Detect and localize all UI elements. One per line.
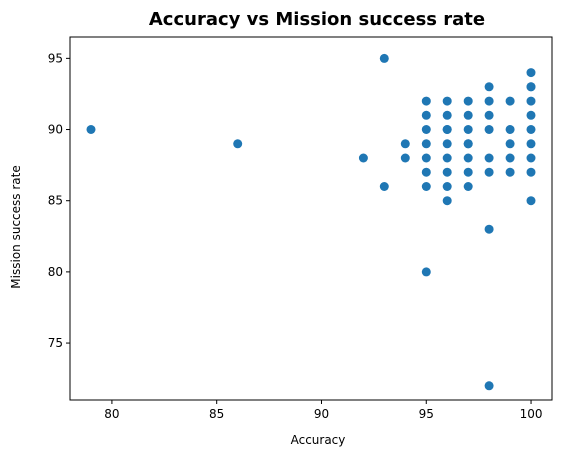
y-tick-label: 75 [48,336,63,350]
scatter-point [484,153,494,163]
y-tick-label: 85 [48,194,63,208]
plot-area [86,53,536,391]
scatter-point [233,139,243,149]
scatter-point [505,167,515,177]
scatter-point [442,110,452,120]
scatter-point [526,125,536,134]
scatter-point [442,139,452,149]
scatter-point [442,96,452,106]
x-tick-label: 80 [104,407,119,421]
scatter-point [379,53,389,63]
chart-title: Accuracy vs Mission success rate [149,9,485,30]
x-tick-label: 95 [419,407,434,421]
scatter-point [421,153,431,163]
x-tick-label: 90 [314,407,329,421]
scatter-point [484,381,494,391]
y-tick-label: 80 [48,265,63,279]
scatter-point [421,167,431,177]
scatter-point [463,125,473,134]
scatter-point [526,82,536,92]
scatter-point [400,153,410,163]
scatter-point [421,125,431,134]
y-axis: 75 80 85 90 95 [48,51,70,350]
scatter-point [463,182,473,191]
scatter-point [484,125,494,134]
scatter-point [442,196,452,206]
scatter-point [526,110,536,120]
scatter-point [463,96,473,106]
scatter-point [526,139,536,149]
scatter-point [505,139,515,149]
x-axis: 80 85 90 95 100 [104,400,542,421]
scatter-point [463,167,473,177]
scatter-point [526,153,536,163]
scatter-point [442,182,452,191]
x-axis-label: Accuracy [291,433,346,447]
scatter-point [484,110,494,120]
y-axis-label: Mission success rate [9,165,23,288]
scatter-point [505,125,515,134]
y-tick-label: 95 [48,51,63,65]
scatter-point [463,139,473,149]
scatter-point [400,139,410,149]
scatter-point [379,182,389,191]
x-tick-label: 85 [209,407,224,421]
scatter-point [526,196,536,206]
scatter-point [421,110,431,120]
scatter-point [442,167,452,177]
scatter-point [484,82,494,92]
scatter-point [421,267,431,277]
scatter-point [526,96,536,106]
plot-frame [69,36,553,401]
scatter-point [484,224,494,234]
scatter-point [442,153,452,163]
scatter-point [421,139,431,149]
scatter-point [505,96,515,106]
scatter-point [442,125,452,134]
scatter-point [86,125,96,134]
x-tick-label: 100 [520,407,543,421]
scatter-point [421,96,431,106]
scatter-point [463,153,473,163]
scatter-point [358,153,368,163]
scatter-point [484,167,494,177]
scatter-point [526,167,536,177]
scatter-point [484,96,494,106]
scatter-point [421,182,431,191]
scatter-point [526,68,536,78]
scatter-point [463,110,473,120]
y-tick-label: 90 [48,123,63,137]
scatter-point [505,153,515,163]
